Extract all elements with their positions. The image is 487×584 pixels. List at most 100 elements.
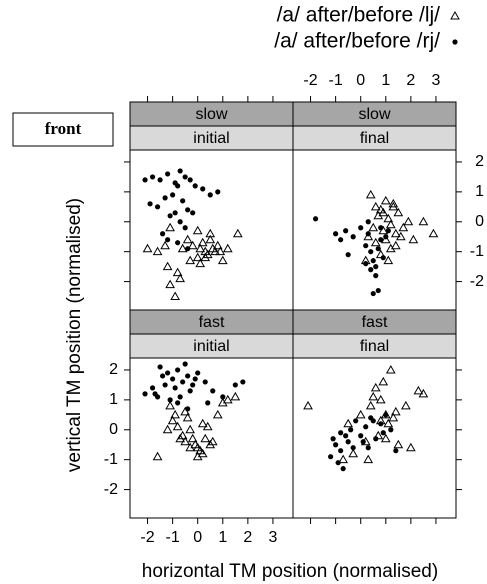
point-dot bbox=[220, 394, 226, 400]
point-dot bbox=[328, 454, 334, 460]
point-dot bbox=[177, 394, 183, 400]
point-triangle bbox=[200, 433, 211, 443]
point-dot bbox=[350, 445, 356, 451]
strip-top bbox=[129, 101, 294, 127]
point-dot bbox=[215, 189, 221, 195]
point-triangle bbox=[385, 219, 396, 229]
point-dot bbox=[370, 258, 376, 264]
point-triangle bbox=[192, 451, 203, 461]
x-tick-label: 2 bbox=[406, 72, 415, 89]
point-dot bbox=[185, 373, 191, 379]
point-triangle bbox=[406, 442, 416, 452]
point-dot bbox=[200, 186, 206, 192]
point-triangle bbox=[230, 391, 241, 401]
point-dot bbox=[177, 168, 183, 174]
panel bbox=[129, 357, 294, 519]
point-dot bbox=[152, 391, 158, 397]
point-dot bbox=[373, 436, 379, 442]
strip-bottom bbox=[292, 333, 457, 359]
point-triangle bbox=[370, 382, 381, 392]
point-triangle bbox=[202, 421, 213, 431]
point-triangle bbox=[142, 243, 153, 253]
point-triangle bbox=[373, 210, 384, 220]
x-tick-label: 0 bbox=[193, 529, 202, 546]
point-dot bbox=[345, 252, 351, 258]
point-dot bbox=[142, 177, 148, 183]
y-axis-title: vertical TM position (normalised) bbox=[64, 198, 85, 472]
point-dot bbox=[170, 192, 176, 198]
point-dot bbox=[383, 412, 389, 418]
point-triangle bbox=[380, 234, 391, 244]
point-dot bbox=[187, 388, 193, 394]
point-dot bbox=[190, 382, 196, 388]
point-dot bbox=[185, 406, 191, 412]
point-dot bbox=[165, 237, 171, 243]
point-dot bbox=[185, 246, 191, 252]
point-dot bbox=[333, 442, 339, 448]
point-triangle bbox=[197, 448, 208, 458]
point-triangle bbox=[393, 207, 404, 217]
strip-label: slow bbox=[358, 106, 390, 123]
point-dot bbox=[383, 234, 389, 240]
point-dot bbox=[373, 264, 379, 270]
point-triangle bbox=[393, 439, 404, 449]
point-dot bbox=[232, 382, 238, 388]
point-triangle bbox=[365, 400, 376, 410]
x-tick-label: 1 bbox=[218, 529, 227, 546]
point-triangle bbox=[388, 412, 399, 422]
point-dot bbox=[358, 433, 364, 439]
point-triangle bbox=[197, 237, 208, 247]
point-dot bbox=[333, 231, 339, 237]
point-dot bbox=[182, 174, 188, 180]
point-triangle bbox=[205, 234, 216, 244]
point-dot bbox=[160, 373, 166, 379]
point-dot bbox=[207, 192, 213, 198]
x-tick-label: 3 bbox=[268, 529, 277, 546]
point-dot bbox=[380, 255, 386, 261]
point-dot bbox=[202, 379, 208, 385]
point-dot bbox=[393, 448, 399, 454]
point-triangle bbox=[408, 234, 419, 244]
point-dot bbox=[175, 400, 181, 406]
point-triangle bbox=[338, 454, 349, 464]
point-triangle bbox=[195, 243, 206, 253]
point-triangle bbox=[355, 409, 366, 419]
point-triangle bbox=[205, 228, 216, 238]
point-dot bbox=[170, 376, 176, 382]
point-triangle bbox=[215, 246, 226, 256]
point-dot bbox=[348, 427, 354, 433]
x-tick-label: 1 bbox=[381, 72, 390, 89]
point-triangle bbox=[363, 231, 374, 241]
point-triangle bbox=[418, 216, 429, 226]
x-tick-label: 0 bbox=[356, 72, 365, 89]
point-dot bbox=[167, 213, 173, 219]
point-dot bbox=[380, 430, 386, 436]
point-triangle bbox=[403, 216, 414, 226]
point-triangle bbox=[180, 436, 191, 446]
point-dot bbox=[157, 364, 163, 370]
strip-label: final bbox=[360, 130, 389, 147]
point-triangle bbox=[383, 255, 394, 265]
point-dot bbox=[378, 237, 384, 243]
y-tick-label: -2 bbox=[470, 273, 484, 290]
y-tick-label: -1 bbox=[470, 243, 484, 260]
point-dot bbox=[165, 171, 171, 177]
point-dot bbox=[368, 249, 374, 255]
point-triangle bbox=[395, 231, 406, 241]
point-triangle bbox=[368, 391, 379, 401]
strip-label: initial bbox=[193, 130, 229, 147]
point-dot bbox=[165, 370, 171, 376]
point-dot bbox=[182, 361, 188, 367]
point-dot bbox=[365, 219, 371, 225]
point-triangle bbox=[365, 189, 376, 199]
point-dot bbox=[375, 287, 381, 294]
point-dot bbox=[187, 177, 193, 183]
point-dot bbox=[388, 427, 394, 433]
point-dot bbox=[378, 421, 384, 427]
point-dot bbox=[172, 385, 178, 391]
point-dot bbox=[375, 246, 381, 252]
point-dot bbox=[338, 448, 344, 454]
point-triangle bbox=[385, 243, 396, 253]
point-dot bbox=[335, 460, 341, 466]
y-tick-label: 0 bbox=[109, 421, 118, 438]
